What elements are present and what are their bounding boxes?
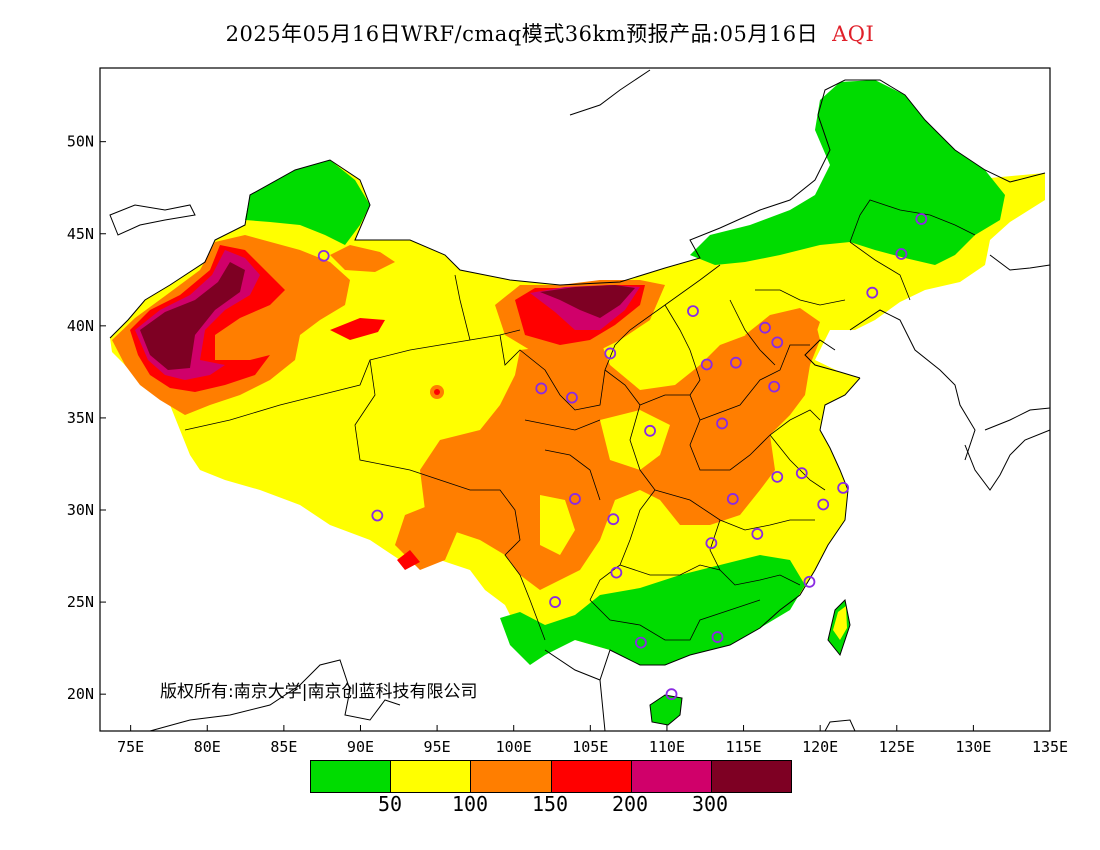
aqi-zone-yellow-hole-3: [420, 350, 505, 395]
aqi-fields: [110, 80, 1045, 725]
aqi-zone-red-tibet: [397, 550, 420, 570]
lon-tick-label: 110E: [649, 738, 685, 756]
aqi-spot-red-qinghai-core: [434, 389, 440, 395]
aqi-zone-orange-xinjiang-north: [330, 245, 395, 272]
legend-label: 300: [691, 792, 729, 816]
legend-label: 50: [377, 792, 403, 816]
lon-tick-label: 135E: [1032, 738, 1068, 756]
aqi-zone-yellow-hole-2: [540, 495, 575, 555]
lon-tick-label: 75E: [117, 738, 144, 756]
title-variable: AQI: [832, 22, 875, 46]
station-marker-changsha: [705, 537, 718, 550]
lon-tick-label: 120E: [802, 738, 838, 756]
station-marker-shenyang: [866, 286, 879, 299]
station-marker-yinchuan: [604, 347, 617, 360]
copyright-text: 版权所有:南京大学|南京创蓝科技有限公司: [160, 682, 477, 702]
station-marker-shanghai: [837, 481, 850, 494]
station-marker-chongqing: [607, 513, 620, 526]
lon-tick-label: 100E: [496, 738, 532, 756]
station-markers: [317, 213, 928, 701]
title-text: 2025年05月16日WRF/cmaq模式36km预报产品:05月16日: [225, 22, 819, 46]
lon-tick-label: 130E: [955, 738, 991, 756]
aqi-zone-green-hainan: [650, 695, 682, 725]
station-marker-lhasa: [371, 509, 384, 522]
station-marker-hangzhou: [817, 498, 830, 511]
station-marker-haikou: [665, 688, 678, 701]
map-border: [99, 67, 1051, 732]
station-marker-shijiazhuang: [729, 356, 742, 369]
station-marker-xian: [644, 424, 656, 437]
axis-ticks: 75E 80E 85E 90E 95E 100E 105E 110E 115E 120E 125E 1…: [67, 133, 1068, 756]
aqi-zone-green-south: [500, 555, 805, 665]
station-marker-kunming: [549, 596, 561, 608]
station-marker-urumqi: [317, 249, 330, 262]
color-legend: [310, 760, 792, 793]
station-marker-harbin: [915, 213, 928, 225]
aqi-zone-green-northwest: [245, 160, 370, 245]
lon-tick-label: 80E: [194, 738, 221, 756]
province-borders: [184, 199, 976, 641]
station-marker-fuzhou: [803, 575, 816, 588]
legend-label: 150: [531, 792, 569, 816]
legend-label: 100: [451, 792, 489, 816]
station-marker-taiyuan: [700, 358, 713, 371]
station-marker-beijing: [759, 321, 771, 334]
station-marker-changchun: [895, 248, 908, 260]
legend-swatch-2: [471, 761, 552, 792]
map-title: 2025年05月16日WRF/cmaq模式36km预报产品:05月16日 AQI: [0, 18, 1100, 48]
station-marker-guiyang: [610, 566, 623, 579]
lon-tick-label: 85E: [270, 738, 297, 756]
legend-swatch-1: [391, 761, 472, 792]
legend-swatch-5: [711, 761, 792, 792]
lon-tick-label: 115E: [725, 738, 761, 756]
station-marker-nanjing: [795, 467, 808, 480]
station-marker-chengdu: [569, 493, 581, 505]
legend-swatch-0: [311, 761, 392, 792]
station-marker-hohhot: [687, 305, 699, 318]
station-marker-nanning: [634, 636, 647, 649]
lon-tick-label: 90E: [347, 738, 374, 756]
lat-tick-label: 40N: [67, 317, 94, 335]
lon-tick-label: 105E: [572, 738, 608, 756]
station-marker-lanzhou: [566, 391, 578, 404]
lat-tick-label: 50N: [67, 133, 94, 151]
lat-tick-label: 45N: [67, 225, 94, 243]
lat-tick-label: 20N: [67, 685, 94, 703]
legend-swatch-4: [631, 761, 712, 792]
station-marker-jinan: [768, 380, 781, 393]
aqi-zone-orange-bohai: [745, 308, 820, 352]
lat-tick-label: 25N: [67, 593, 94, 611]
aqi-zone-red-xinjiang-2: [330, 318, 385, 340]
lon-tick-label: 95E: [424, 738, 451, 756]
legend-swatch-3: [551, 761, 632, 792]
legend-label: 200: [611, 792, 649, 816]
station-marker-wuhan: [726, 493, 739, 505]
aqi-zone-maroon-gobi: [540, 285, 635, 318]
station-marker-zhengzhou: [716, 417, 728, 430]
station-marker-guangzhou: [711, 631, 724, 643]
coastlines: [109, 69, 1051, 732]
station-marker-tianjin: [771, 336, 784, 349]
lat-tick-label: 30N: [67, 501, 94, 519]
lat-tick-label: 35N: [67, 409, 94, 427]
aqi-zone-maroon-xinjiang: [140, 262, 245, 370]
aqi-zone-yellow-taiwan: [833, 606, 847, 640]
station-marker-hefei: [771, 470, 784, 483]
station-marker-xining: [535, 382, 548, 395]
station-marker-nanchang: [751, 528, 764, 540]
aqi-zone-yellow-hole-1: [600, 410, 670, 470]
lon-tick-label: 125E: [879, 738, 915, 756]
